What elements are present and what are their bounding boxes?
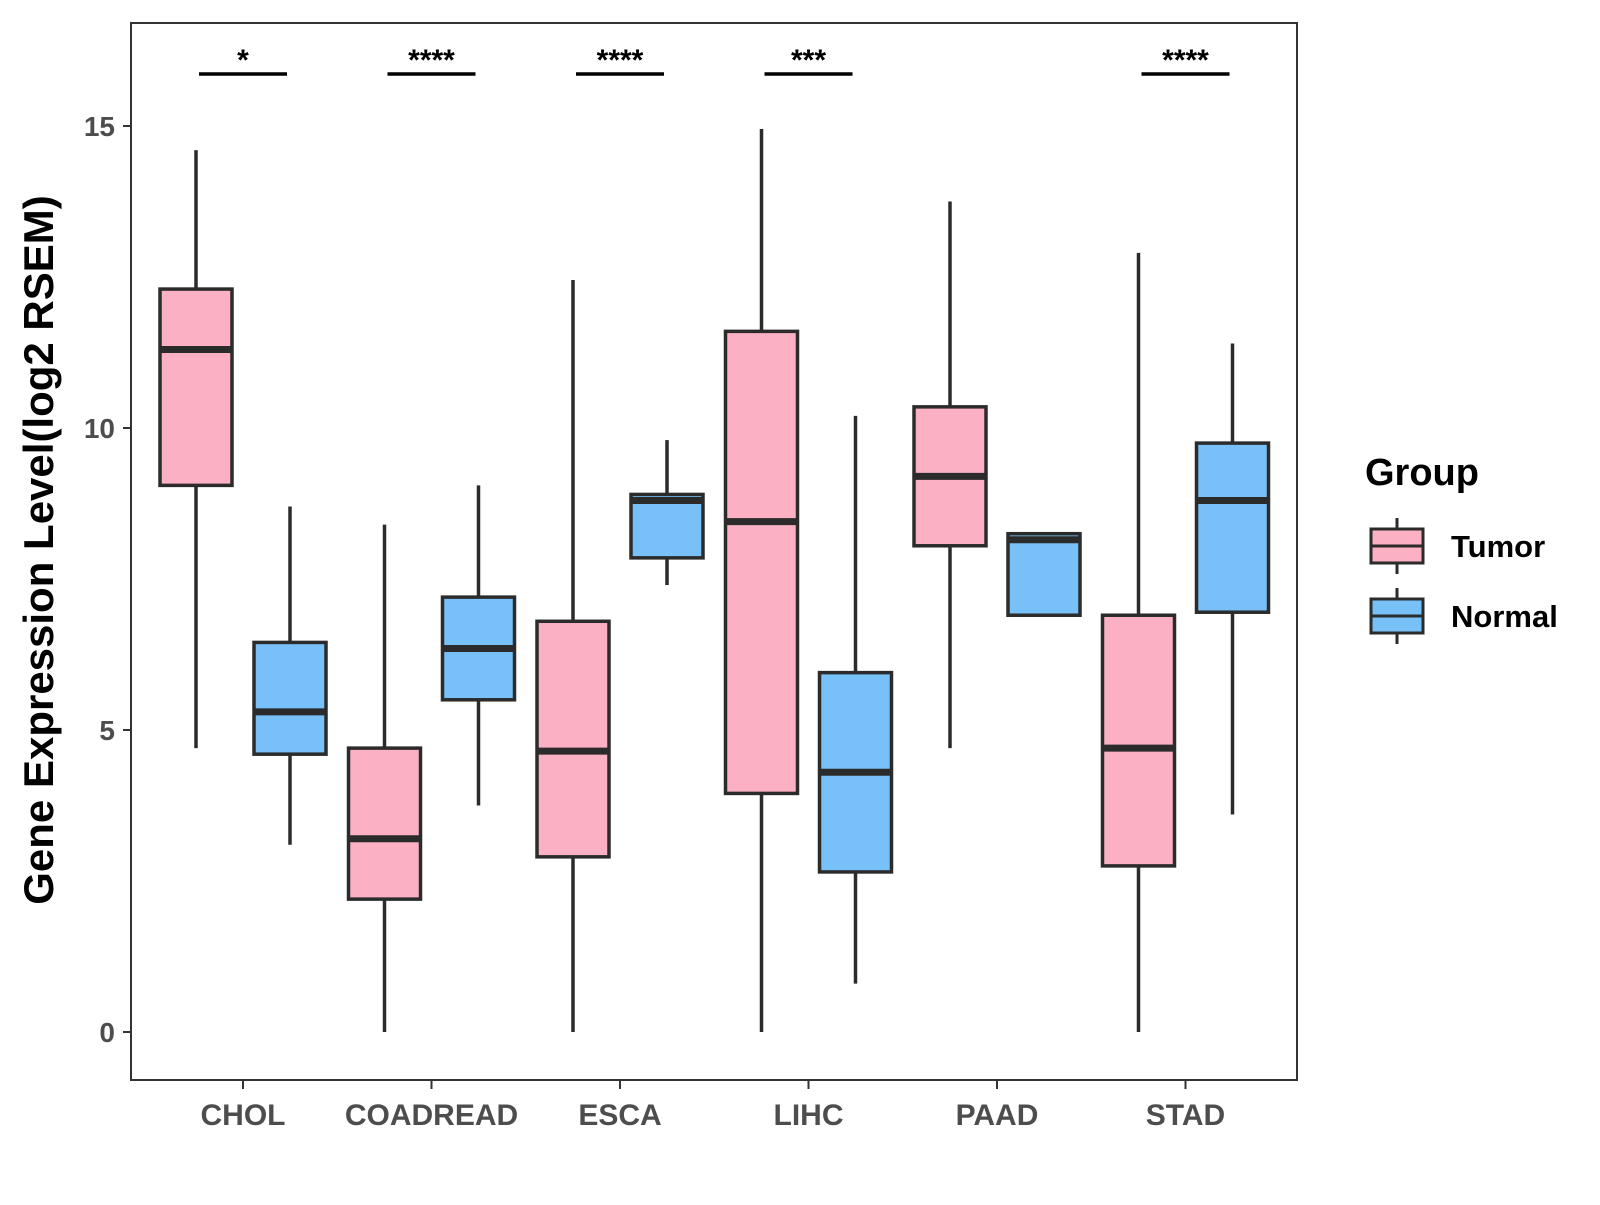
box-normal-chol (252, 640, 328, 756)
significance-label: **** (597, 44, 644, 77)
significance-label: *** (791, 44, 826, 77)
box-normal-paad (1006, 531, 1082, 617)
y-tick-label: 10 (84, 413, 115, 444)
significance-annotations: * **** **** *** **** (199, 44, 1230, 77)
box-series (158, 129, 1271, 1032)
y-tick-label: 15 (84, 111, 115, 142)
series-normal (252, 343, 1271, 984)
box-tumor-chol (158, 287, 234, 488)
legend-title: Group (1365, 452, 1479, 494)
x-tick-label: LIHC (774, 1099, 844, 1132)
y-axis-title: Gene Expression Level(log2 RSEM) (15, 195, 62, 905)
box-normal-esca (629, 492, 705, 560)
y-tick-label: 0 (99, 1017, 115, 1048)
x-tick-label: COADREAD (345, 1099, 518, 1132)
box-tumor-lihc (723, 329, 800, 796)
y-tick-label: 5 (99, 715, 115, 746)
x-axis: CHOL COADREAD ESCA LIHC PAAD STAD (201, 1080, 1225, 1132)
y-axis: 0 5 10 15 (84, 111, 131, 1048)
panel-border (130, 22, 1298, 1081)
series-tumor (158, 129, 1177, 1032)
significance-label: **** (408, 44, 455, 77)
x-tick-label: ESCA (578, 1099, 661, 1132)
significance-label: * (237, 44, 249, 77)
box-tumor-esca (535, 619, 611, 859)
x-tick-label: PAAD (956, 1099, 1039, 1132)
legend-label-normal: Normal (1451, 599, 1558, 634)
legend: Group Tumor Normal (1365, 452, 1558, 644)
x-tick-label: CHOL (201, 1099, 286, 1132)
x-tick-label: STAD (1146, 1099, 1225, 1132)
legend-label-tumor: Tumor (1451, 529, 1545, 564)
significance-label: **** (1162, 44, 1209, 77)
box-tumor-coadread (346, 746, 423, 901)
box-normal-stad (1194, 441, 1271, 614)
box-tumor-stad (1100, 613, 1177, 868)
